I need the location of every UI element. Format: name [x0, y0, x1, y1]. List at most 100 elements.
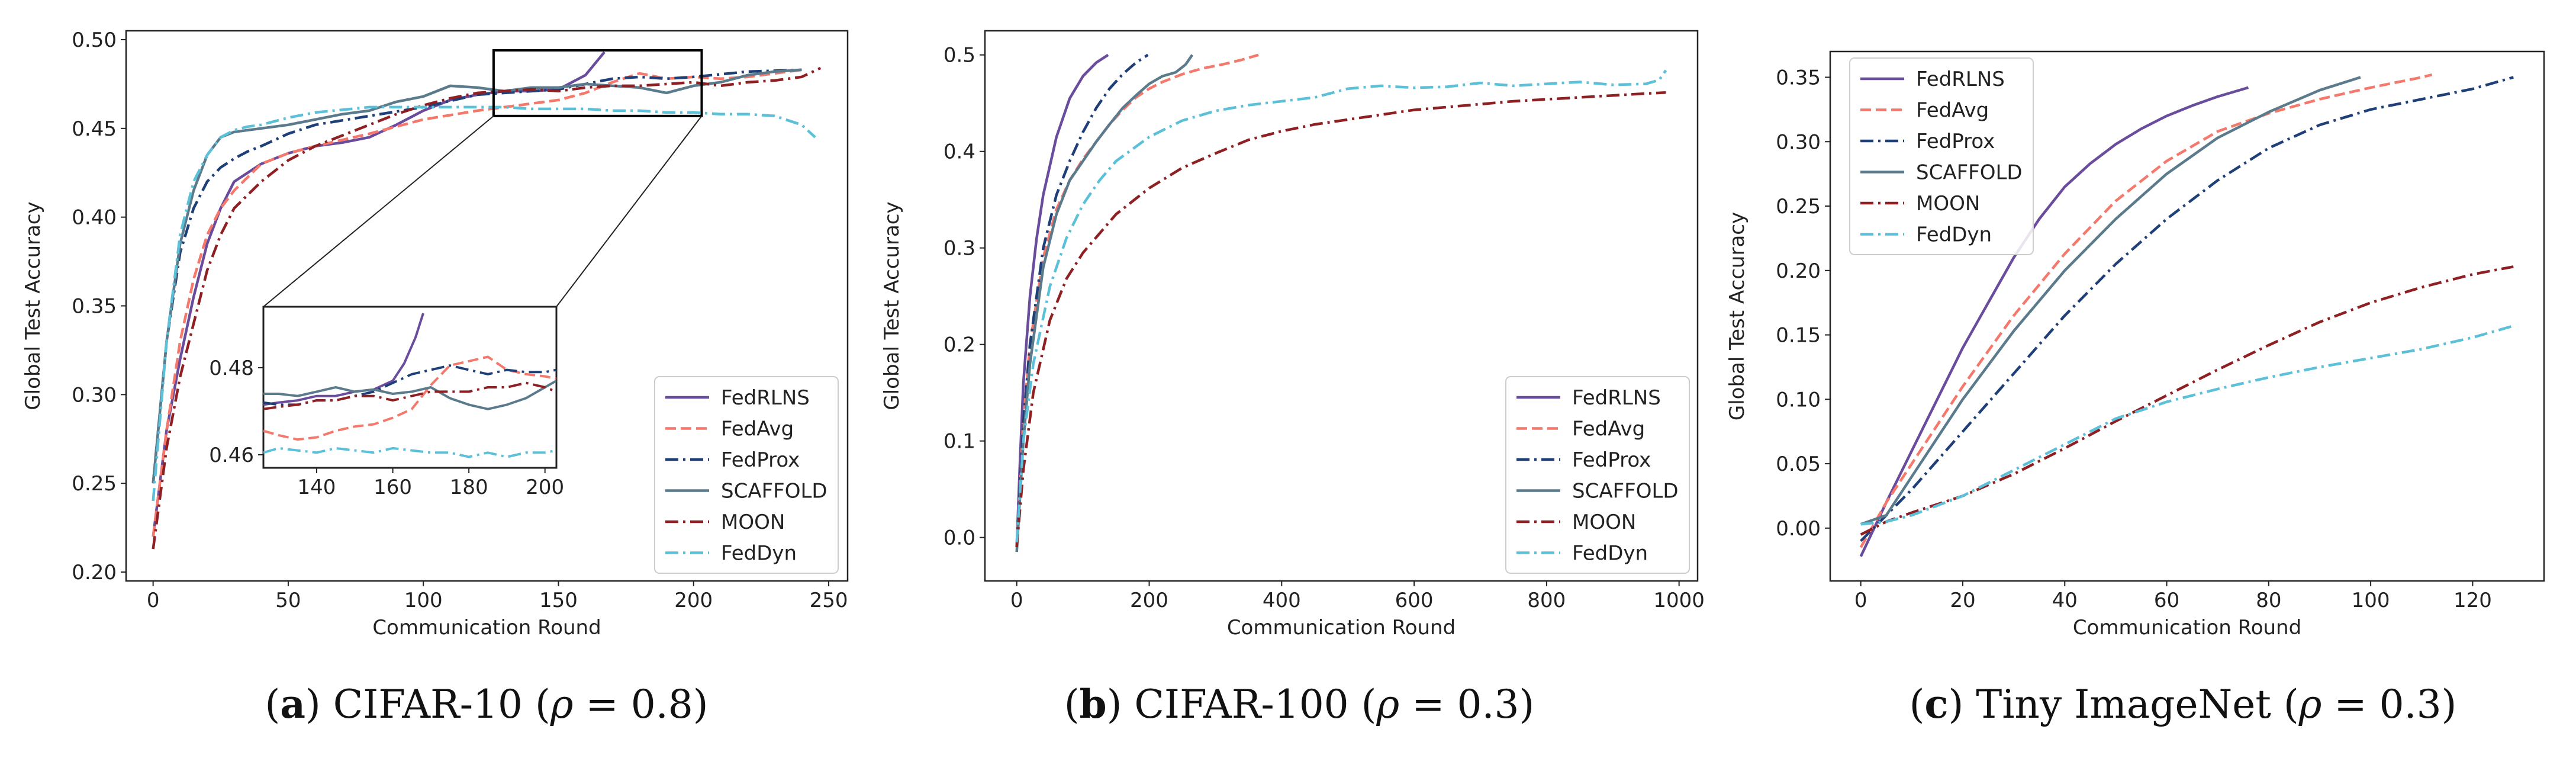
x-tick-label: 150	[539, 589, 578, 612]
y-axis-label: Global Test Accuracy	[1725, 212, 1749, 420]
legend-entry-fedprox: FedProx	[721, 448, 800, 472]
series-line-fedprox	[152, 68, 802, 484]
series-line-fedrlns	[1015, 53, 1109, 548]
y-tick-label: 0.15	[1776, 324, 1821, 348]
legend-entry-feddyn: FedDyn	[1916, 223, 1992, 247]
caption-value: = 0.3)	[2321, 682, 2456, 727]
x-tick-label: 140	[298, 476, 336, 499]
caption-symbol: ρ	[1376, 682, 1399, 727]
legend-box	[654, 376, 839, 574]
zoom-region-box	[492, 49, 703, 117]
y-tick-label: 0.20	[1776, 259, 1821, 283]
legend-entry-scaffold: SCAFFOLD	[721, 480, 827, 503]
caption-close: )	[1107, 682, 1122, 727]
x-axis-label: Communication Round	[2073, 616, 2301, 640]
caption-0: (a) CIFAR-10 (ρ = 0.8)	[265, 681, 708, 727]
legend-2: FedRLNS FedAvg FedProx SCAFFOLD MOON FedDyn	[1849, 57, 2034, 255]
series-line-scaffold	[1860, 76, 2361, 526]
y-tick-label: 0.45	[72, 117, 117, 141]
y-tick-label: 0.3	[944, 237, 975, 261]
legend-entry-fedprox: FedProx	[1572, 448, 1651, 472]
inset-frame	[262, 306, 558, 469]
y-tick-label: 0.48	[209, 356, 254, 380]
legend-entry-scaffold: SCAFFOLD	[1916, 161, 2023, 185]
plot-axes-0: 0 50 100 150 200 250 0.20 0.25 0.30 0.35 0.40 0.45 0…	[72, 28, 849, 612]
series-line-scaffold	[263, 380, 556, 410]
x-tick-label: 50	[275, 589, 301, 612]
x-tick-label: 0	[1010, 589, 1023, 612]
y-tick-label: 0.35	[1776, 66, 1821, 90]
inset-axes: 140 160 180 200 0.46 0.48	[209, 306, 564, 499]
y-tick-label: 0.35	[72, 295, 117, 319]
caption-close: )	[305, 682, 321, 727]
y-tick-label: 0.50	[72, 28, 117, 52]
series-line-feddyn	[152, 105, 816, 502]
y-tick-label: 0.5	[944, 44, 975, 68]
x-tick-label: 160	[373, 476, 412, 499]
y-axis-label: Global Test Accuracy	[21, 201, 45, 410]
y-tick-label: 0.30	[72, 383, 117, 407]
y-tick-label: 0.1	[944, 430, 975, 454]
series-line-fedavg	[152, 68, 802, 537]
x-axis-label: Communication Round	[1227, 616, 1456, 640]
series-line-moon	[1015, 91, 1666, 548]
x-tick-label: 1000	[1653, 589, 1705, 612]
x-tick-label: 100	[404, 589, 443, 612]
x-tick-label: 200	[1130, 589, 1168, 612]
y-tick-label: 0.30	[1776, 130, 1821, 154]
caption-letter: c	[1924, 681, 1948, 727]
caption-open: (	[265, 682, 280, 727]
legend-entry-feddyn: FedDyn	[1572, 542, 1648, 566]
legend-entry-feddyn: FedDyn	[721, 542, 797, 566]
legend-entry-scaffold: SCAFFOLD	[1572, 480, 1679, 503]
series-line-feddyn	[1860, 325, 2514, 526]
y-tick-label: 0.05	[1776, 452, 1821, 476]
legend-box	[1505, 376, 1690, 574]
y-tick-label: 0.00	[1776, 517, 1821, 541]
x-tick-label: 180	[450, 476, 488, 499]
legend-1: FedRLNS FedAvg FedProx SCAFFOLD MOON FedDyn	[1505, 376, 1690, 574]
x-tick-label: 0	[1854, 589, 1867, 612]
caption-open: (	[1064, 682, 1080, 727]
x-tick-label: 400	[1263, 589, 1301, 612]
y-tick-label: 0.46	[209, 444, 254, 467]
series-line-fedprox	[1015, 53, 1149, 548]
x-tick-label: 250	[810, 589, 848, 612]
caption-symbol: ρ	[550, 682, 574, 727]
legend-entry-fedavg: FedAvg	[1916, 99, 1989, 123]
y-tick-label: 0.20	[72, 561, 117, 584]
series-line-fedrlns	[152, 51, 606, 537]
series-line-feddyn	[1015, 69, 1667, 542]
legend-entry-moon: MOON	[721, 510, 785, 534]
x-tick-label: 40	[2052, 589, 2078, 612]
zoom-connector	[556, 115, 703, 307]
x-tick-label: 0	[147, 589, 160, 612]
legend-entry-moon: MOON	[1916, 192, 1980, 216]
caption-text: CIFAR-10 (	[321, 682, 550, 727]
x-tick-label: 80	[2256, 589, 2281, 612]
x-tick-label: 100	[2352, 589, 2390, 612]
y-tick-label: 0.40	[72, 206, 117, 230]
y-tick-label: 0.4	[944, 140, 975, 164]
caption-text: CIFAR-100 (	[1122, 682, 1376, 727]
x-axis-label: Communication Round	[372, 616, 601, 640]
y-tick-label: 0.0	[944, 526, 975, 550]
x-tick-label: 600	[1395, 589, 1434, 612]
legend-entry-moon: MOON	[1572, 510, 1636, 534]
zoom-connector	[263, 115, 494, 307]
y-tick-label: 0.25	[1776, 195, 1821, 219]
y-tick-label: 0.2	[944, 333, 975, 357]
caption-symbol: ρ	[2298, 682, 2322, 727]
caption-letter: a	[280, 681, 305, 727]
caption-close: )	[1949, 682, 1964, 727]
caption-open: (	[1910, 682, 1925, 727]
series-line-fedavg	[1859, 73, 2433, 548]
caption-2: (c) Tiny ImageNet (ρ = 0.3)	[1910, 681, 2457, 727]
caption-text: Tiny ImageNet (	[1963, 682, 2298, 727]
series-line-moon	[263, 381, 556, 410]
series-line-fedprox	[263, 364, 556, 406]
legend-entry-fedprox: FedProx	[1916, 130, 1995, 153]
series-line-feddyn	[263, 447, 556, 458]
caption-value: = 0.8)	[574, 682, 709, 727]
legend-entry-fedrlns: FedRLNS	[1572, 386, 1661, 410]
